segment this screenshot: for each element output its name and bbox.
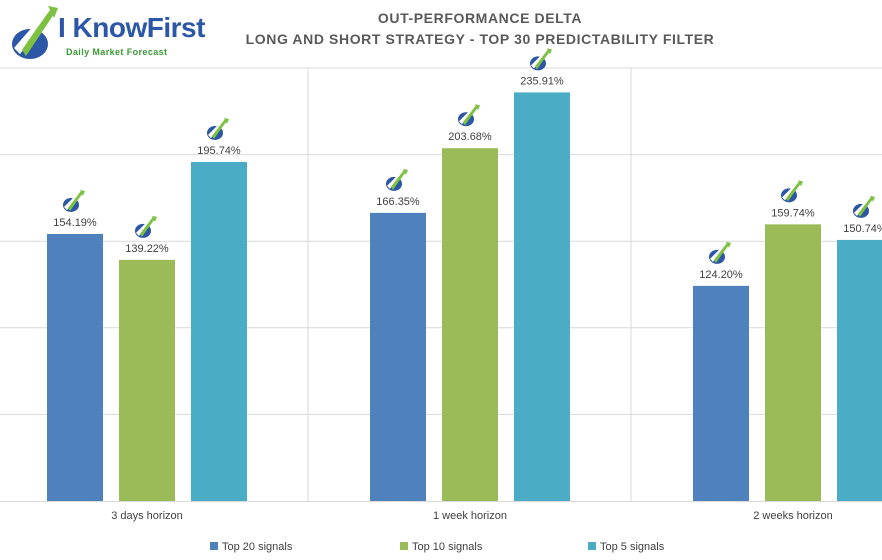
legend-label: Top 5 signals — [600, 541, 665, 553]
data-label: 154.19% — [53, 217, 97, 229]
chart-title: OUT-PERFORMANCE DELTA — [377, 10, 583, 26]
iknowfirst-arrow-logo-icon — [530, 48, 552, 71]
data-label: 166.35% — [376, 196, 420, 208]
iknowfirst-arrow-logo-icon — [853, 195, 875, 218]
iknowfirst-arrow-logo-icon — [207, 117, 229, 140]
bar — [442, 148, 498, 501]
bar — [693, 285, 749, 501]
x-tick-label: 2 weeks horizon — [753, 510, 833, 522]
x-tick-label: 1 week horizon — [433, 510, 507, 522]
bar — [119, 259, 175, 501]
iknowfirst-arrow-logo-icon — [12, 6, 58, 59]
data-label: 150.74% — [843, 223, 882, 235]
chart-subtitle: LONG AND SHORT STRATEGY - TOP 30 PREDICT… — [245, 31, 715, 47]
legend-label: Top 10 signals — [412, 541, 483, 553]
iknowfirst-arrow-logo-icon — [781, 180, 803, 203]
bar — [514, 92, 570, 502]
data-label: 195.74% — [197, 145, 241, 157]
iknowfirst-arrow-logo-icon — [135, 215, 157, 238]
iknowfirst-arrow-logo-icon — [63, 189, 85, 212]
bar — [837, 239, 882, 501]
legend-swatch — [400, 542, 408, 550]
legend-swatch — [588, 542, 596, 550]
data-label: 235.91% — [520, 75, 564, 87]
data-label: 159.74% — [771, 207, 815, 219]
brand-logo: I KnowFirst Daily Market Forecast — [8, 4, 205, 66]
legend-swatch — [210, 542, 218, 550]
logo-tagline: Daily Market Forecast — [66, 47, 168, 57]
data-label: 124.20% — [699, 269, 743, 281]
legend-label: Top 20 signals — [222, 541, 293, 553]
bar — [765, 224, 821, 501]
x-tick-label: 3 days horizon — [111, 510, 183, 522]
logo-wordmark: I KnowFirst — [58, 12, 205, 43]
iknowfirst-arrow-logo-icon — [458, 104, 480, 127]
iknowfirst-arrow-logo-icon — [709, 241, 731, 264]
bar — [191, 161, 247, 501]
bar — [370, 212, 426, 501]
iknowfirst-arrow-logo-icon — [386, 168, 408, 191]
data-label: 203.68% — [448, 131, 492, 143]
data-label: 139.22% — [125, 243, 169, 255]
bar — [47, 233, 103, 501]
